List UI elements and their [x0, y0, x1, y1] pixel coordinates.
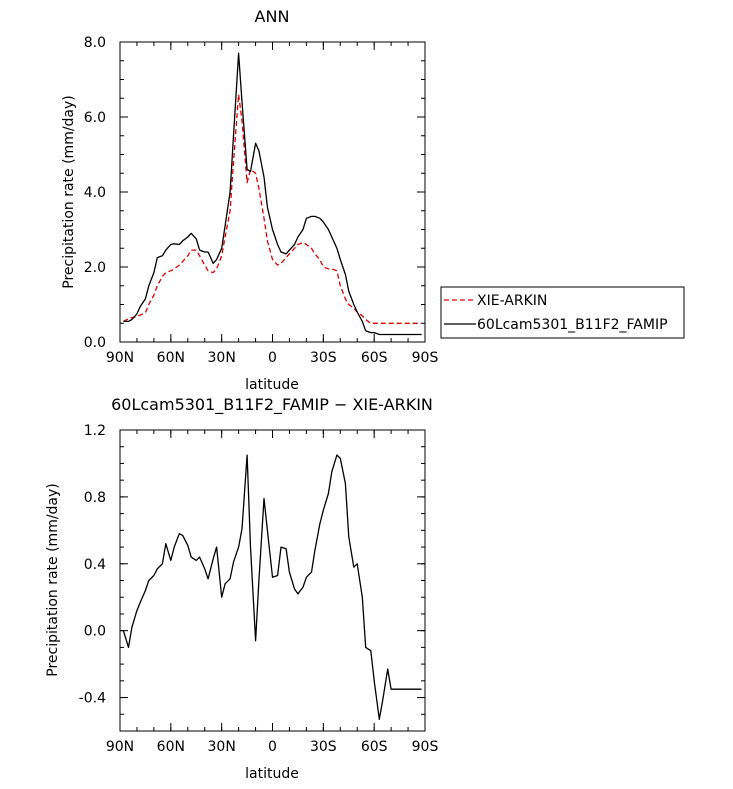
x-tick-labels: 90N 60N 30N 0 30S 60S 90S [106, 350, 439, 366]
x-tick-label: 60N [157, 350, 185, 366]
x-tick-label: 90S [412, 739, 439, 755]
x-tick-label: 60S [361, 739, 388, 755]
y-tick-label: -0.4 [79, 691, 106, 707]
legend-label-xie-arkin: XIE-ARKIN [477, 293, 547, 309]
x-tick-label: 60S [361, 350, 388, 366]
difference-panel: 60Lcam5301_B11F2_FAMIP − XIE-ARKIN -0.4 0… [45, 395, 438, 782]
y-tick-label: 2.0 [84, 260, 106, 276]
plot-frame [119, 41, 426, 343]
series-line-xie-arkin [123, 93, 422, 324]
chart-title: ANN [255, 7, 290, 26]
x-tick-label: 0 [268, 350, 277, 366]
y-tick-label: 0.8 [84, 490, 106, 506]
tick-marks [119, 429, 426, 732]
x-tick-label: 30S [310, 350, 337, 366]
y-tick-label: 4.0 [84, 185, 106, 201]
legend: XIE-ARKIN 60Lcam5301_B11F2_FAMIP [440, 286, 685, 339]
legend-label-model: 60Lcam5301_B11F2_FAMIP [477, 317, 668, 333]
y-tick-label: 0.0 [84, 624, 106, 640]
y-axis-label: Precipitation rate (mm/day) [61, 95, 77, 289]
y-axis-label: Precipitation rate (mm/day) [45, 483, 61, 677]
x-tick-label: 90N [106, 350, 134, 366]
y-tick-labels: -0.4 0.0 0.4 0.8 1.2 [79, 423, 106, 707]
series-line-60lcam5301-b11f2-famip [123, 52, 422, 336]
x-axis-label: latitude [245, 766, 299, 782]
x-tick-label: 0 [268, 739, 277, 755]
y-tick-label: 8.0 [84, 35, 106, 51]
y-tick-label: 0.0 [84, 335, 106, 351]
series-lines [123, 52, 422, 336]
tick-marks [119, 41, 426, 343]
x-tick-label: 30N [208, 739, 236, 755]
x-tick-label: 60N [157, 739, 185, 755]
x-tick-label: 90N [106, 739, 134, 755]
y-tick-label: 6.0 [84, 110, 106, 126]
x-tick-label: 30N [208, 350, 236, 366]
y-tick-label: 0.4 [84, 557, 106, 573]
precip-panel: ANN 0.02.04.06.08.0 90N 60N 30N 0 30S 60S 90S … [61, 7, 438, 393]
chart-title: 60Lcam5301_B11F2_FAMIP − XIE-ARKIN [111, 395, 433, 415]
series-line-difference [122, 454, 422, 720]
x-tick-label: 30S [310, 739, 337, 755]
y-tick-labels: 0.0 2.0 4.0 6.0 8.0 [84, 35, 106, 351]
series-lines [122, 454, 422, 720]
x-tick-labels: 90N 60N 30N 0 30S 60S 90S [106, 739, 439, 755]
legend-box [440, 286, 685, 339]
x-tick-label: 90S [412, 350, 439, 366]
y-tick-label: 1.2 [84, 423, 106, 439]
x-axis-label: latitude [245, 377, 299, 393]
plot-frame [119, 429, 426, 732]
